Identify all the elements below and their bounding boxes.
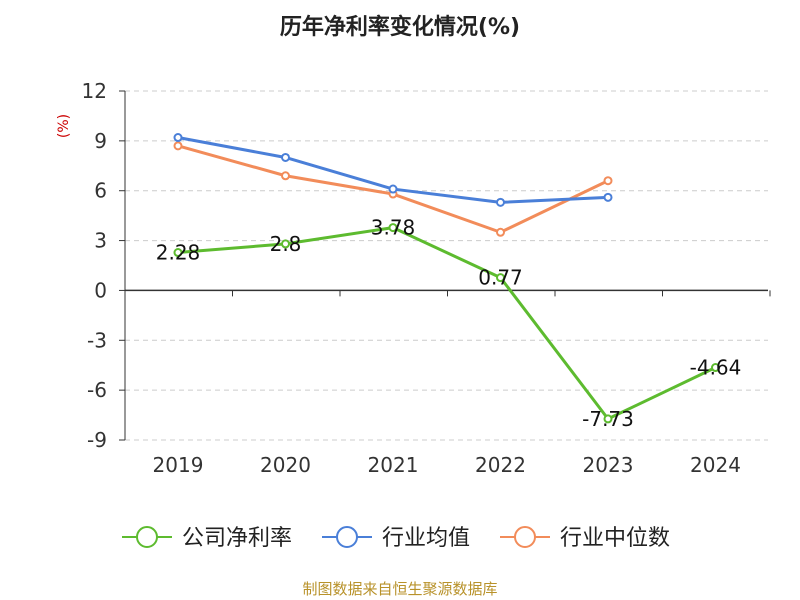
series-point [603, 414, 613, 424]
data-label: -4.64 [690, 356, 742, 380]
y-axis-unit-label: (%) [56, 114, 72, 138]
series-point [173, 248, 183, 258]
source-note: 制图数据来自恒生聚源数据库 [302, 580, 497, 598]
data-label: 2.8 [270, 232, 302, 256]
series-line [177, 226, 717, 421]
y-tick-label: -6 [87, 378, 107, 402]
axes [119, 90, 771, 441]
series-point [496, 227, 505, 237]
legend-item: 行业均值 [322, 526, 470, 551]
series-point [281, 171, 290, 181]
series-3 [173, 141, 613, 237]
series-2 [173, 133, 613, 207]
series-point [281, 239, 290, 249]
y-tick-label: 3 [94, 229, 107, 253]
series-1 [173, 223, 720, 424]
series-point [281, 152, 290, 162]
tick-labels: 12 9 6 3 0 -3 -6 -9 2019 2020 2021 2022 2023 2024 [82, 79, 741, 477]
legend-item: 公司净利率 [122, 526, 292, 551]
y-tick-label: 6 [94, 179, 107, 203]
data-label: 2.28 [156, 241, 201, 265]
x-tick-label: 2020 [260, 453, 311, 477]
series-point [388, 184, 398, 194]
x-tick-label: 2024 [690, 453, 741, 477]
legend-label: 公司净利率 [182, 526, 292, 551]
x-tick-label: 2023 [583, 453, 634, 477]
legend-label: 行业均值 [382, 526, 470, 551]
series-point [388, 223, 398, 233]
y-tick-label: 0 [94, 278, 107, 302]
y-tick-label: 9 [94, 129, 107, 153]
y-tick-label: -9 [87, 428, 107, 452]
series-lines [173, 133, 720, 424]
x-tick-label: 2019 [153, 453, 204, 477]
data-labels: 2.28 2.8 3.78 0.77 -7.73 -4.64 [156, 216, 742, 431]
series-point [496, 197, 505, 207]
legend-label: 行业中位数 [560, 526, 670, 551]
chart-title: 历年净利率变化情况(%) [280, 14, 520, 40]
x-tick-label: 2021 [368, 453, 419, 477]
legend: 公司净利率 行业均值 行业中位数 [122, 526, 670, 551]
x-tick-label: 2022 [475, 453, 526, 477]
series-point [173, 141, 183, 151]
y-tick-label: 12 [82, 79, 107, 103]
y-tick-label: -3 [87, 328, 107, 352]
series-point [603, 176, 613, 186]
data-label: 0.77 [478, 266, 523, 290]
grid-lines [125, 90, 768, 441]
data-label: 3.78 [371, 216, 416, 240]
legend-marker [514, 526, 536, 548]
data-label: -7.73 [582, 407, 634, 431]
legend-marker [336, 526, 358, 548]
series-point [496, 273, 505, 283]
series-point [711, 363, 720, 373]
series-point [603, 192, 613, 202]
legend-marker [136, 526, 158, 548]
legend-item: 行业中位数 [500, 526, 670, 551]
series-point [173, 133, 183, 143]
